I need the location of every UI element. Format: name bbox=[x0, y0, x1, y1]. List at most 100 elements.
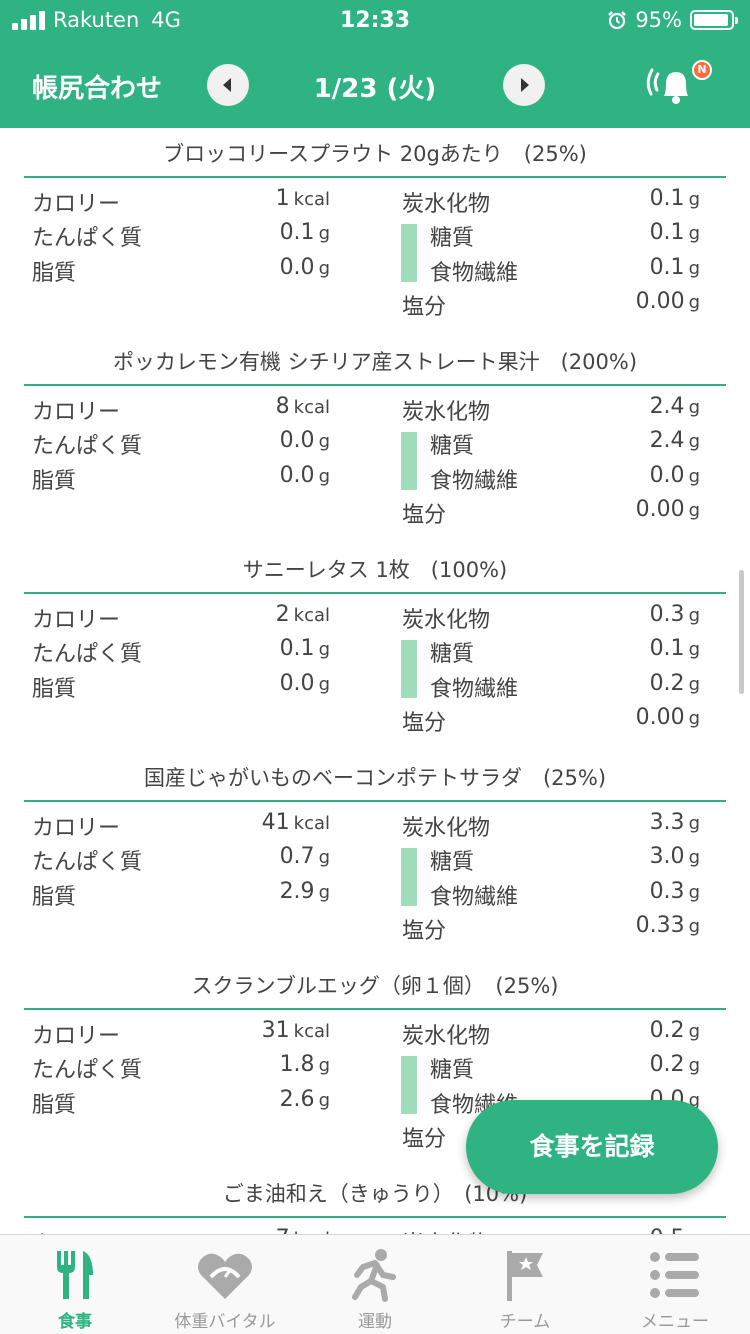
calories-unit: kcal bbox=[293, 189, 330, 210]
salt-value: 0.33 bbox=[635, 913, 685, 938]
fiber: 0.3 g bbox=[560, 879, 700, 904]
signal-icon bbox=[12, 10, 45, 30]
tab-team[interactable]: チーム bbox=[450, 1235, 600, 1334]
salt-label: 塩分 bbox=[402, 503, 447, 528]
sugar-label: 糖質 bbox=[430, 226, 475, 251]
fiber: 0.1 g bbox=[560, 255, 700, 280]
carrier-name: Rakuten bbox=[53, 8, 140, 32]
record-meal-button[interactable]: 食事を記録 bbox=[466, 1100, 718, 1194]
heart-scale-icon bbox=[198, 1253, 252, 1299]
protein-label: たんぱく質 bbox=[32, 226, 143, 251]
next-day-button[interactable] bbox=[503, 64, 545, 106]
carbs-label: 炭水化物 bbox=[402, 1024, 491, 1049]
carbs-unit: g bbox=[688, 189, 700, 210]
food-title: ブロッコリースプラウト 20gあたり (25%) bbox=[163, 142, 587, 166]
bell-ringing-icon bbox=[646, 68, 688, 104]
carbs-value: 0.5 bbox=[650, 1226, 685, 1234]
fat-value: 2.9 bbox=[279, 879, 315, 904]
calories-label: カロリー bbox=[32, 1226, 120, 1234]
food-item[interactable]: ごま油和え（きゅうり） (10%)カロリー7kcalたんぱく質脂質炭水化物0.5… bbox=[0, 1168, 750, 1234]
fiber-value: 0.1 bbox=[649, 255, 685, 280]
carbs-unit: g bbox=[688, 1021, 700, 1042]
salt-label: 塩分 bbox=[402, 919, 447, 944]
calories: 31 kcal bbox=[200, 1018, 330, 1043]
carbs-label: 炭水化物 bbox=[402, 192, 491, 217]
tab-menu[interactable]: メニュー bbox=[600, 1235, 750, 1334]
fat: 0.0 g bbox=[200, 463, 330, 488]
fat: 2.9 g bbox=[200, 879, 330, 904]
sugar-value: 2.4 bbox=[649, 428, 685, 453]
fat-label: 脂質 bbox=[32, 677, 77, 702]
food-item[interactable]: ポッカレモン有機 シチリア産ストレート果汁 (200%) カロリー 8 kcal たんぱ… bbox=[0, 336, 750, 544]
tab-label: 運動 bbox=[358, 1312, 392, 1332]
food-list: ブロッコリースプラウト 20gあたり (25%) カロリー 1 kcal たんぱく質 0.… bbox=[0, 128, 750, 1234]
protein: 0.0 g bbox=[200, 428, 330, 453]
divider bbox=[24, 176, 726, 178]
fiber-label: 食物繊維 bbox=[430, 469, 519, 494]
fat: 0.0 g bbox=[200, 671, 330, 696]
food-item[interactable]: スクランブルエッグ（卵１個） (25%) カロリー 31 kcal たんぱく質 1.8 g 脂… bbox=[0, 960, 750, 1168]
divider bbox=[24, 1008, 726, 1010]
protein: 1.8 g bbox=[200, 1052, 330, 1077]
status-bar: Rakuten 4G 12:33 95% bbox=[0, 0, 750, 40]
salt-value: 0.00 bbox=[635, 289, 685, 314]
fat: 2.6 g bbox=[200, 1087, 330, 1112]
calories-unit: kcal bbox=[293, 1021, 330, 1042]
carbs-breakdown-bar bbox=[401, 1056, 417, 1114]
tab-label: メニュー bbox=[641, 1312, 709, 1332]
carbs-breakdown-bar bbox=[401, 848, 417, 906]
scrollbar[interactable] bbox=[739, 570, 744, 694]
fiber-value: 0.3 bbox=[649, 879, 685, 904]
carbs-unit: g bbox=[688, 605, 700, 626]
current-date[interactable]: 1/23 (火) bbox=[313, 74, 437, 104]
protein: 0.1 g bbox=[200, 636, 330, 661]
food-item[interactable]: 国産じゃがいものベーコンポテトサラダ (25%) カロリー 41 kcal たんぱく質 0… bbox=[0, 752, 750, 960]
tab-meal[interactable]: 食事 bbox=[0, 1235, 150, 1334]
fat-unit: g bbox=[318, 882, 330, 903]
fat-value: 0.0 bbox=[279, 671, 315, 696]
carbs-label: 炭水化物 bbox=[402, 608, 491, 633]
carbs-label: 炭水化物 bbox=[402, 400, 491, 425]
carbs: 2.4 g bbox=[560, 394, 700, 419]
status-right: 95% bbox=[607, 8, 738, 32]
food-title: サニーレタス 1枚 (100%) bbox=[242, 558, 508, 582]
food-item[interactable]: サニーレタス 1枚 (100%) カロリー 2 kcal たんぱく質 0.1 g 脂質 0.0 g… bbox=[0, 544, 750, 752]
protein-unit: g bbox=[318, 1055, 330, 1076]
fat-value: 0.0 bbox=[279, 463, 315, 488]
tab-weight-vital[interactable]: 体重バイタル bbox=[150, 1235, 300, 1334]
network-type: 4G bbox=[151, 8, 181, 32]
carbs-unit: g bbox=[688, 813, 700, 834]
protein-value: 0.1 bbox=[279, 220, 315, 245]
carbs-breakdown-bar bbox=[401, 224, 417, 282]
carbs-label: 炭水化物 bbox=[402, 816, 491, 841]
food-title: ごま油和え（きゅうり） (10%) bbox=[222, 1182, 528, 1206]
fiber-unit: g bbox=[688, 882, 700, 903]
food-title: 国産じゃがいものベーコンポテトサラダ (25%) bbox=[143, 766, 607, 790]
calories-label: カロリー bbox=[32, 608, 121, 633]
fat-value: 0.0 bbox=[279, 255, 315, 280]
fiber-unit: g bbox=[688, 466, 700, 487]
battery-percent: 95% bbox=[635, 8, 682, 32]
notification-button[interactable]: N bbox=[644, 60, 712, 110]
prev-day-button[interactable] bbox=[207, 64, 249, 106]
sugar-value: 0.1 bbox=[649, 636, 685, 661]
calories-value: 1 bbox=[275, 186, 290, 211]
tab-exercise[interactable]: 運動 bbox=[300, 1235, 450, 1334]
running-icon bbox=[352, 1249, 396, 1302]
carbs-breakdown-bar bbox=[401, 640, 417, 698]
battery-level bbox=[694, 14, 729, 26]
fat: 0.0 g bbox=[200, 255, 330, 280]
arrow-left-icon bbox=[223, 78, 231, 92]
fiber-label: 食物繊維 bbox=[430, 261, 519, 286]
salt-unit: g bbox=[688, 292, 700, 313]
fat-label: 脂質 bbox=[32, 261, 77, 286]
calories: 8 kcal bbox=[200, 394, 330, 419]
tab-label: チーム bbox=[499, 1312, 551, 1332]
food-item[interactable]: ブロッコリースプラウト 20gあたり (25%) カロリー 1 kcal たんぱく質 0.… bbox=[0, 128, 750, 336]
calories-label: カロリー bbox=[32, 400, 121, 425]
status-time: 12:33 bbox=[339, 8, 411, 33]
protein-value: 0.1 bbox=[279, 636, 315, 661]
protein-value: 0.7 bbox=[279, 844, 315, 869]
